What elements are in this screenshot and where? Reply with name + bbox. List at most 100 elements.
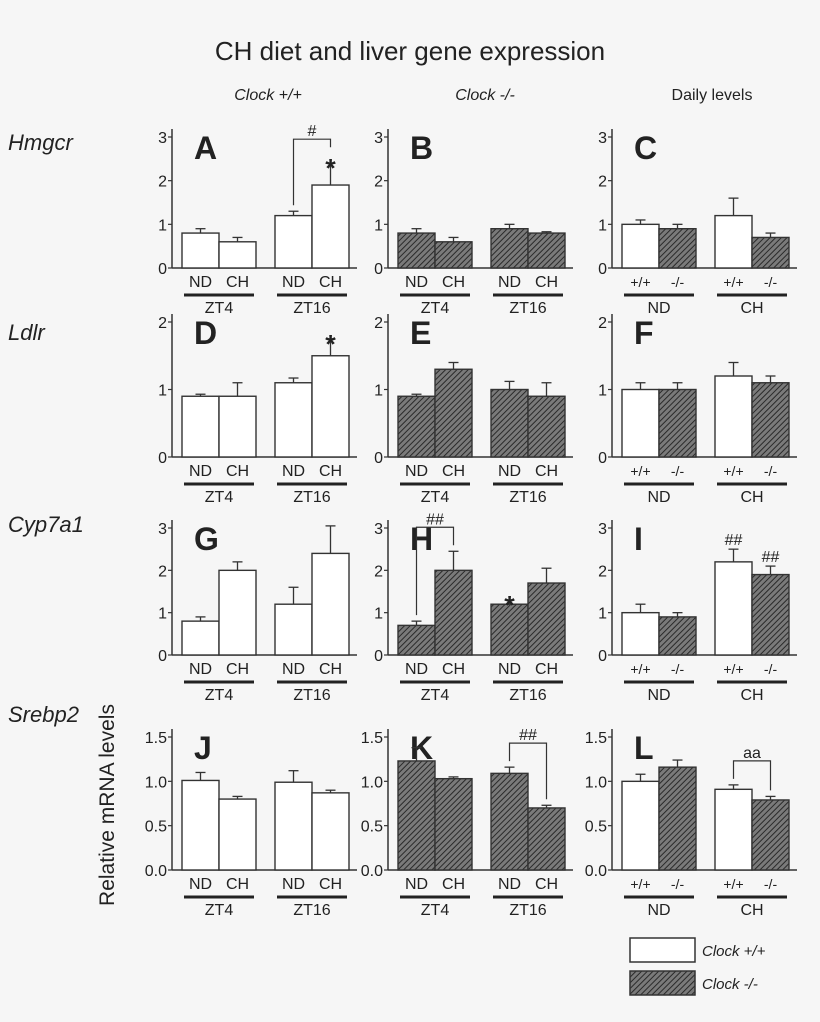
category-label: CH: [442, 463, 465, 480]
y-tick-label: 2: [374, 315, 383, 332]
group-label: CH: [740, 902, 763, 919]
panel-letter: E: [410, 315, 431, 351]
group-label: ZT4: [421, 902, 450, 919]
y-axis-label: Relative mRNA levels: [96, 704, 119, 906]
bar: [527, 232, 566, 269]
y-tick-label: 0: [374, 648, 383, 665]
significance-mark: *: [325, 329, 336, 359]
category-label: -/-: [764, 661, 778, 677]
category-label: ND: [282, 661, 305, 678]
y-tick-label: 1: [598, 606, 607, 623]
row-label-cyp7a1: Cyp7a1: [8, 512, 84, 537]
category-label: CH: [226, 463, 249, 480]
category-label: ND: [189, 274, 212, 291]
significance-bracket: [292, 138, 332, 206]
group-label: CH: [740, 300, 763, 317]
bar: [181, 232, 220, 269]
y-tick-label: 0.0: [145, 863, 167, 880]
bar: [311, 552, 350, 656]
y-tick-label: 0.5: [585, 819, 607, 836]
category-label: ND: [405, 463, 428, 480]
panel-letter: A: [194, 130, 217, 166]
panel-b: B 0 1 2 3 ND CH ND CH ZT4 ZT16: [374, 129, 573, 317]
significance-mark: *: [504, 590, 515, 620]
group-label: ZT16: [509, 489, 546, 506]
legend-label-mutant: Clock -/-: [702, 976, 758, 993]
category-label: ND: [282, 463, 305, 480]
bar: [181, 395, 220, 458]
category-label: CH: [319, 876, 342, 893]
bar: [714, 561, 753, 656]
bar: [311, 184, 350, 269]
bar: [714, 375, 753, 458]
y-tick-label: 1: [158, 606, 167, 623]
category-label: ND: [405, 274, 428, 291]
group-label: ND: [647, 902, 670, 919]
bracket-label: aa: [743, 745, 761, 762]
legend-label-wt: Clock +/+: [702, 943, 766, 960]
group-label: CH: [740, 687, 763, 704]
y-tick-label: 0.0: [585, 863, 607, 880]
column-header-wt: Clock +/+: [234, 87, 302, 104]
y-tick-label: 1.5: [585, 730, 607, 747]
row-label-hmgcr: Hmgcr: [8, 130, 74, 155]
bar: [181, 779, 220, 871]
category-label: ND: [189, 876, 212, 893]
panel-j: J 0.0 0.5 1.0 1.5 ND CH ND CH ZT4 ZT16: [145, 729, 357, 919]
category-label: CH: [535, 876, 558, 893]
category-label: ND: [498, 876, 521, 893]
group-label: ZT16: [509, 687, 546, 704]
category-label: CH: [319, 661, 342, 678]
y-tick-label: 0.5: [145, 819, 167, 836]
panel-letter: G: [194, 521, 219, 557]
y-tick-label: 2: [598, 315, 607, 332]
category-label: +/+: [723, 661, 743, 677]
panel-letter: J: [194, 730, 212, 766]
bar: [274, 603, 313, 656]
category-label: CH: [319, 274, 342, 291]
y-tick-label: 3: [374, 521, 383, 538]
group-label: ZT4: [205, 300, 234, 317]
category-label: +/+: [630, 876, 650, 892]
category-label: +/+: [630, 274, 650, 290]
y-tick-label: 2: [158, 315, 167, 332]
y-tick-label: 1: [598, 383, 607, 400]
category-label: +/+: [723, 876, 743, 892]
panel-d: D 0 1 2 ND CH ND CH ZT4 ZT16 *: [158, 314, 357, 506]
bar: [218, 241, 257, 269]
legend: Clock +/+ Clock -/-: [629, 937, 766, 996]
bar: [658, 388, 697, 458]
category-label: -/-: [671, 661, 685, 677]
category-label: -/-: [764, 876, 778, 892]
bar: [621, 611, 660, 656]
panel-h: H 0 1 2 3 ND CH ND CH ZT4 ZT16 ## *: [374, 511, 573, 704]
category-label: +/+: [723, 463, 743, 479]
panel-letter: L: [634, 730, 654, 766]
bracket-label: ##: [426, 511, 444, 528]
bar: [751, 382, 790, 458]
y-tick-label: 2: [158, 563, 167, 580]
category-label: CH: [226, 661, 249, 678]
bar: [658, 616, 697, 656]
bar: [714, 788, 753, 871]
panel-letter: F: [634, 315, 654, 351]
bar: [274, 382, 313, 458]
column-header-daily: Daily levels: [672, 87, 753, 104]
bar: [274, 214, 313, 269]
y-tick-label: 1.0: [145, 774, 167, 791]
panel-letter: I: [634, 521, 643, 557]
y-tick-label: 1: [158, 217, 167, 234]
bar: [397, 395, 436, 458]
panel-letter: H: [410, 521, 433, 557]
bracket-label: #: [308, 123, 317, 140]
y-tick-label: 1: [374, 217, 383, 234]
y-tick-label: 0: [374, 450, 383, 467]
y-tick-label: 1.0: [585, 774, 607, 791]
y-tick-label: 3: [374, 130, 383, 147]
y-tick-label: 0: [598, 648, 607, 665]
bar: [490, 388, 529, 458]
category-label: CH: [535, 274, 558, 291]
category-label: CH: [319, 463, 342, 480]
